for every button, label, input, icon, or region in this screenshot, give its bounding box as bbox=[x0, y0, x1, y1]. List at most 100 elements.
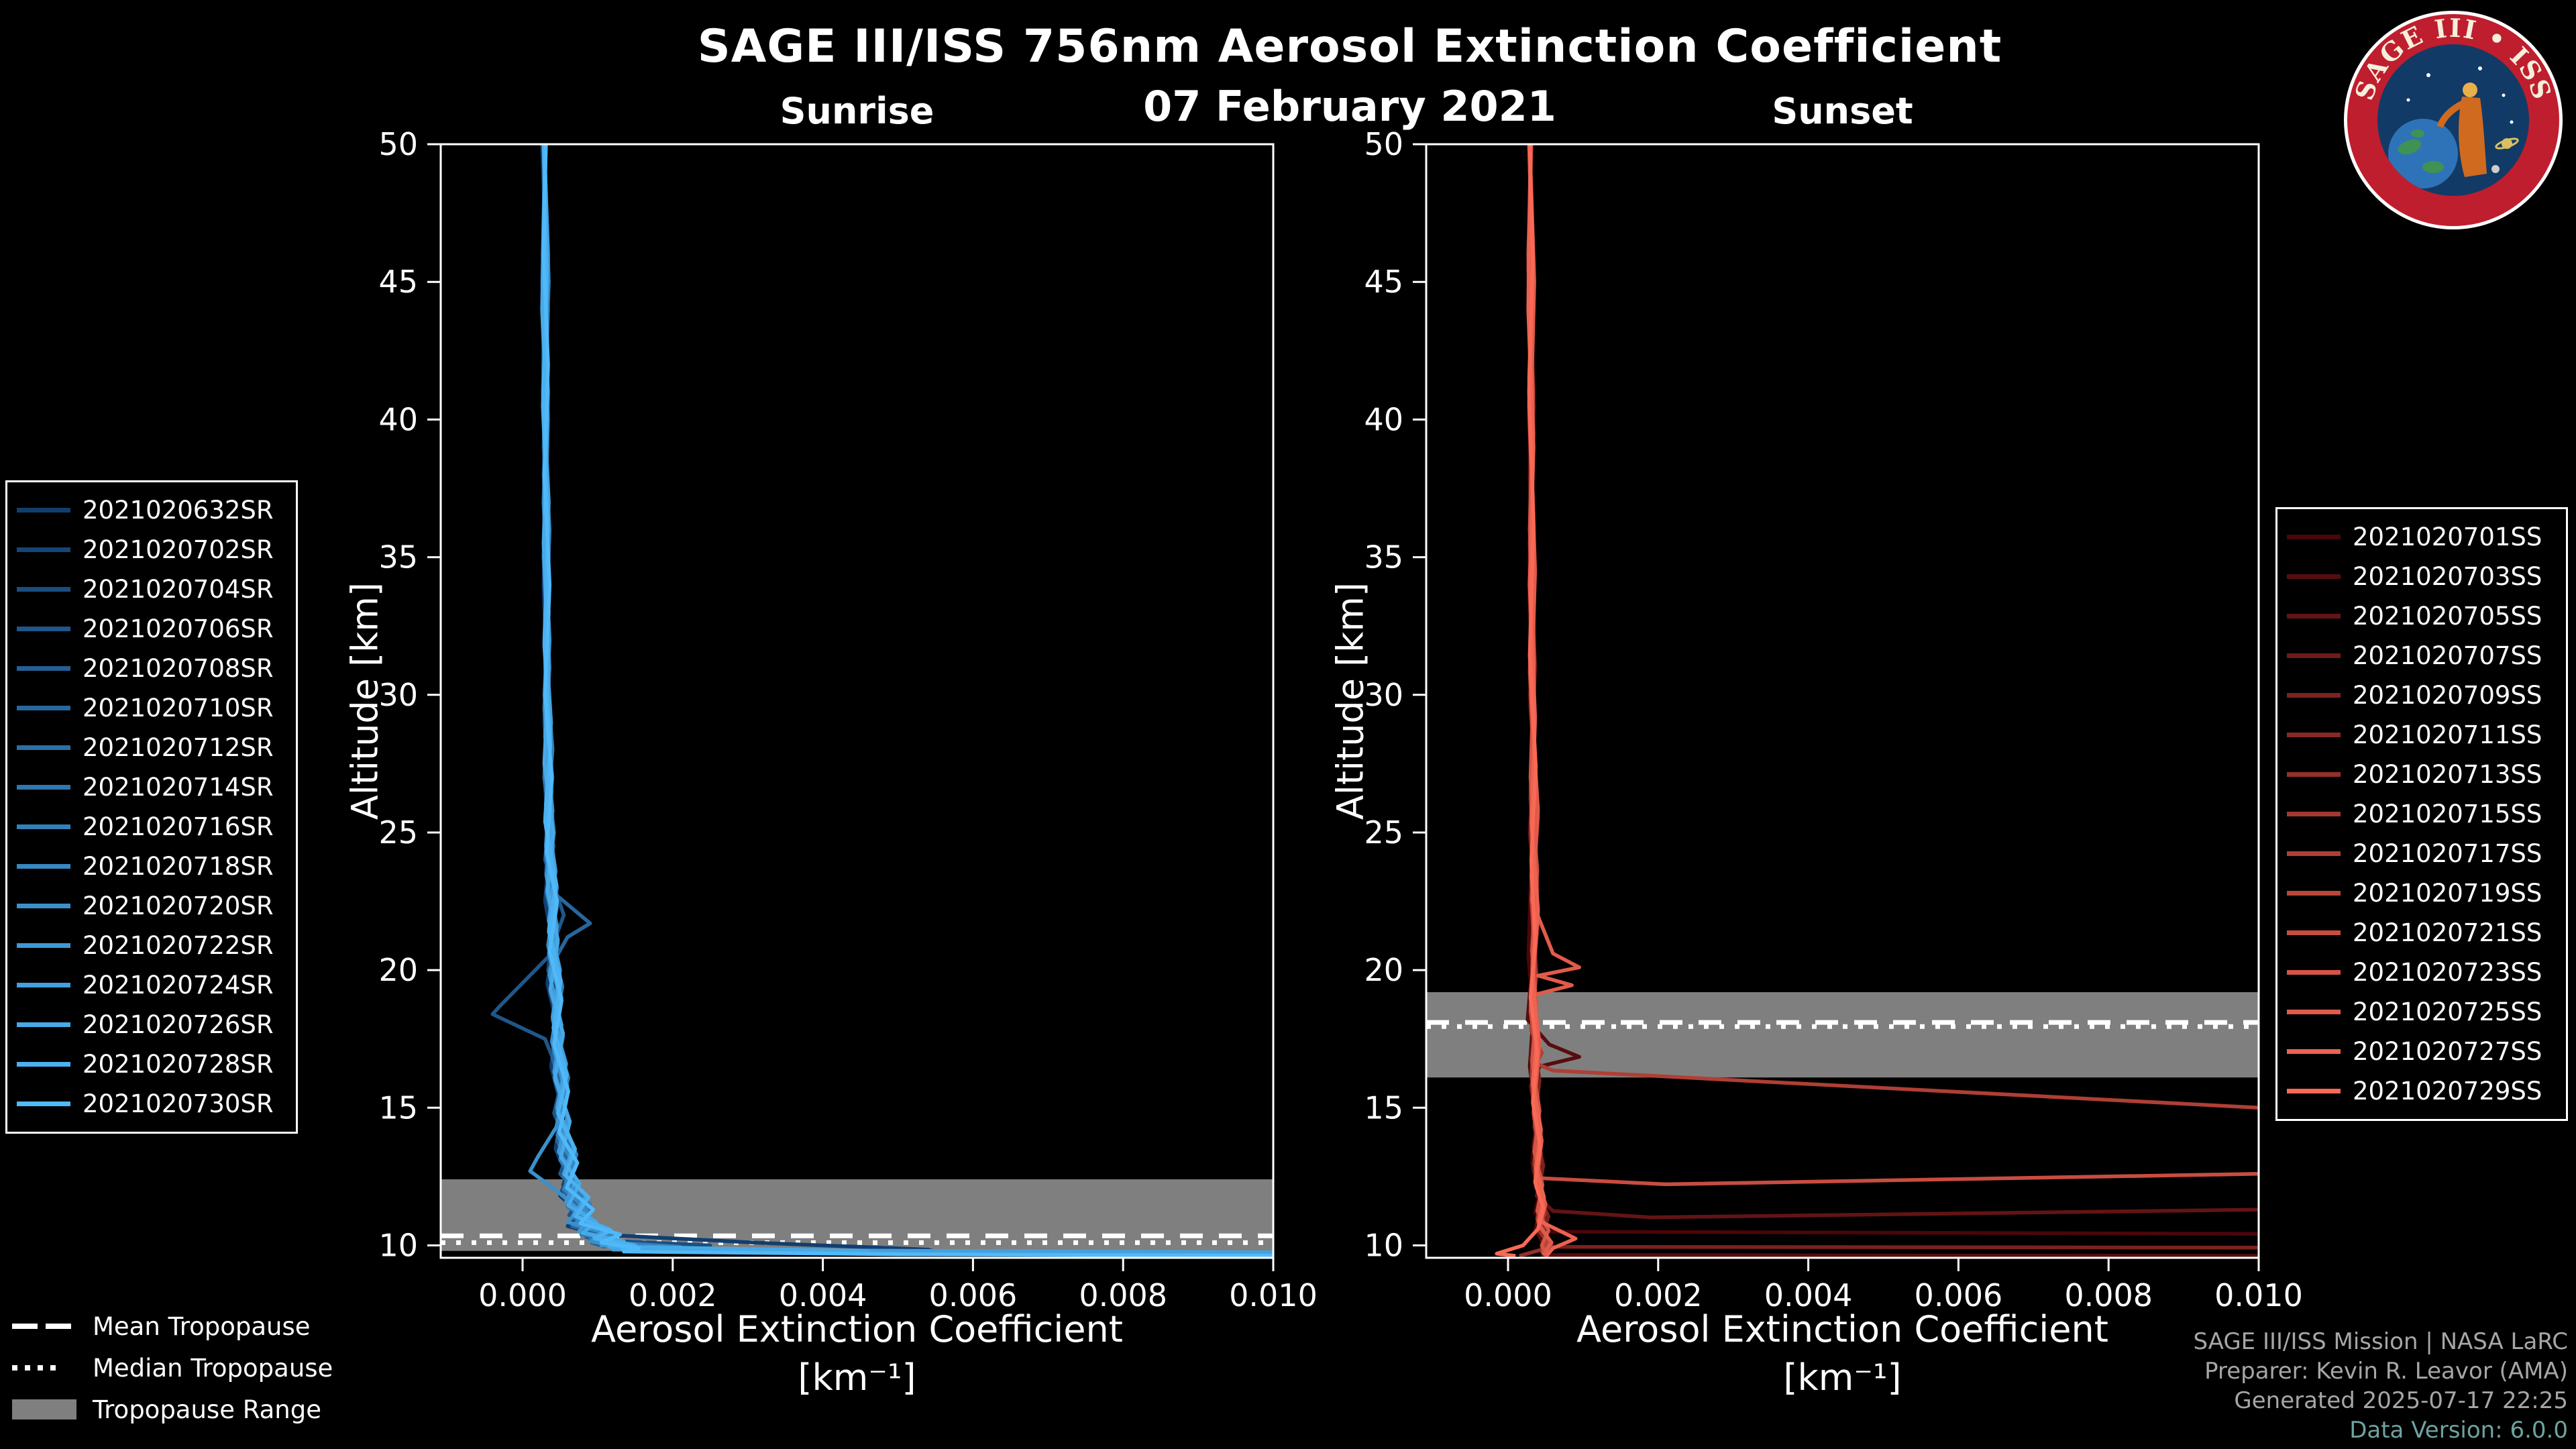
y-tick-label: 30 bbox=[378, 677, 418, 713]
x-tick-label: 0.002 bbox=[1614, 1277, 1703, 1313]
mean-tropopause-legend-item: Mean Tropopause bbox=[12, 1305, 333, 1347]
x-axis-label-sunrise: Aerosol Extinction Coefficient bbox=[591, 1308, 1123, 1350]
legend-line-sample bbox=[17, 864, 70, 869]
legend-label: 2021020724SR bbox=[83, 971, 274, 1000]
dashed-line-sample bbox=[12, 1324, 82, 1329]
legend-line-sample bbox=[2287, 851, 2341, 856]
profile-2021020722SR bbox=[541, 144, 750, 1253]
legend-item: 2021020703SS bbox=[2287, 557, 2557, 596]
y-tick-label: 25 bbox=[378, 814, 418, 851]
legend-line-sample bbox=[17, 983, 70, 987]
y-tick-label: 45 bbox=[378, 264, 418, 300]
legend-label: 2021020709SS bbox=[2353, 681, 2542, 710]
plot-border bbox=[1425, 143, 2260, 1259]
legend-line-sample bbox=[17, 508, 70, 513]
x-tick-label: 0.004 bbox=[779, 1277, 867, 1313]
legend-label: 2021020712SR bbox=[83, 733, 274, 762]
legend-item: 2021020727SS bbox=[2287, 1032, 2557, 1071]
legend-label: 2021020722SR bbox=[83, 931, 274, 960]
legend-label: 2021020717SS bbox=[2353, 839, 2542, 868]
legend-item: 2021020701SS bbox=[2287, 517, 2557, 557]
profile-2021020726SR bbox=[540, 144, 870, 1256]
x-tick-label: 0.010 bbox=[2214, 1277, 2303, 1313]
y-tick-label: 30 bbox=[1364, 677, 1403, 713]
legend-line-sample bbox=[17, 943, 70, 948]
legend-line-sample bbox=[17, 547, 70, 552]
x-tick-label: 0.000 bbox=[478, 1277, 567, 1313]
legend-label: 2021020726SR bbox=[83, 1010, 274, 1039]
legend-item: 2021020711SS bbox=[2287, 715, 2557, 755]
legend-label: 2021020723SS bbox=[2353, 958, 2542, 987]
legend-line-sample bbox=[17, 627, 70, 631]
legend-label: 2021020714SR bbox=[83, 773, 274, 802]
legend-item: 2021020632SR bbox=[17, 490, 286, 530]
legend-item: 2021020718SR bbox=[17, 847, 286, 886]
legend-line-sample bbox=[2287, 1049, 2341, 1054]
y-tick-label: 20 bbox=[378, 952, 418, 988]
sage-iii-iss-logo: SAGE III • ISS bbox=[2344, 11, 2563, 229]
logo-figure-robe bbox=[2459, 97, 2487, 177]
legend-item: 2021020705SS bbox=[2287, 596, 2557, 636]
legend-item: 2021020708SR bbox=[17, 649, 286, 688]
legend-item: 2021020715SS bbox=[2287, 794, 2557, 834]
dotted-line-sample bbox=[12, 1365, 82, 1371]
x-tick-label: 0.010 bbox=[1229, 1277, 1318, 1313]
y-axis-label-sunrise: Altitude [km] bbox=[343, 582, 386, 820]
legend-line-sample bbox=[2287, 772, 2341, 777]
y-tick-label: 50 bbox=[1364, 126, 1403, 162]
y-tick-label: 50 bbox=[378, 126, 418, 162]
legend-label: 2021020713SS bbox=[2353, 760, 2542, 789]
profile-2021020729SS bbox=[1495, 144, 1546, 1258]
sunset-chart: 0.000 0.002 0.004 0.006 0.008 0.010 10 15 20 25 30… bbox=[1364, 126, 2303, 1313]
legend-line-sample bbox=[17, 785, 70, 790]
legend-line-sample bbox=[2287, 693, 2341, 698]
legend-label: 2021020707SS bbox=[2353, 641, 2542, 670]
legend-item: 2021020722SR bbox=[17, 926, 286, 965]
y-tick-label: 35 bbox=[1364, 539, 1403, 576]
legend-line-sample bbox=[17, 1022, 70, 1027]
legend-label: 2021020708SR bbox=[83, 654, 274, 683]
x-tick-label: 0.004 bbox=[1764, 1277, 1853, 1313]
profile-2021020727SS bbox=[1526, 144, 1578, 1256]
gray-band-sample bbox=[12, 1399, 82, 1419]
y-tick-label: 35 bbox=[378, 539, 418, 576]
x-tick-label: 0.006 bbox=[1915, 1277, 2003, 1313]
x-axis-label-sunset: Aerosol Extinction Coefficient bbox=[1576, 1308, 2108, 1350]
legend-item: 2021020729SS bbox=[2287, 1071, 2557, 1111]
legend-item: 2021020712SR bbox=[17, 728, 286, 767]
legend-label: 2021020720SR bbox=[83, 892, 274, 920]
legend-item: 2021020707SS bbox=[2287, 636, 2557, 676]
legend-item: 2021020730SR bbox=[17, 1084, 286, 1124]
legend-item: 2021020704SR bbox=[17, 570, 286, 609]
legend-item: 2021020728SR bbox=[17, 1044, 286, 1084]
legend-line-sample bbox=[17, 587, 70, 592]
y-tick-label: 25 bbox=[1364, 814, 1403, 851]
legend-label: 2021020721SS bbox=[2353, 918, 2542, 947]
profile-2021020717SS bbox=[1527, 144, 2259, 1110]
legend-line-sample bbox=[2287, 733, 2341, 737]
legend-item: 2021020721SS bbox=[2287, 913, 2557, 953]
legend-label: 2021020725SS bbox=[2353, 998, 2542, 1026]
legend-line-sample bbox=[17, 824, 70, 829]
profile-2021020714SR bbox=[540, 144, 623, 1249]
credits-block: SAGE III/ISS Mission | NASA LaRC Prepare… bbox=[2193, 1327, 2568, 1445]
legend-line-sample bbox=[17, 1062, 70, 1067]
legend-line-sample bbox=[17, 1102, 70, 1106]
legend-item: 2021020713SS bbox=[2287, 755, 2557, 794]
legend-item: 2021020725SS bbox=[2287, 992, 2557, 1032]
legend-line-sample bbox=[2287, 1010, 2341, 1014]
legend-item: 2021020724SR bbox=[17, 965, 286, 1005]
legend-line-sample bbox=[2287, 1089, 2341, 1093]
tropopause-range-band bbox=[1426, 992, 2259, 1078]
legend-label: 2021020730SR bbox=[83, 1089, 274, 1118]
legend-label: 2021020716SR bbox=[83, 812, 274, 841]
legend-item: 2021020726SR bbox=[17, 1005, 286, 1044]
legend-item: 2021020709SS bbox=[2287, 676, 2557, 715]
panel-title-sunset: Sunset bbox=[1772, 90, 1913, 132]
legend-item: 2021020723SS bbox=[2287, 953, 2557, 992]
legend-line-sample bbox=[17, 745, 70, 750]
legend-label: 2021020632SR bbox=[83, 496, 274, 525]
legend-item: 2021020710SR bbox=[17, 688, 286, 728]
y-tick-label: 45 bbox=[1364, 264, 1403, 300]
legend-item: 2021020720SR bbox=[17, 886, 286, 926]
